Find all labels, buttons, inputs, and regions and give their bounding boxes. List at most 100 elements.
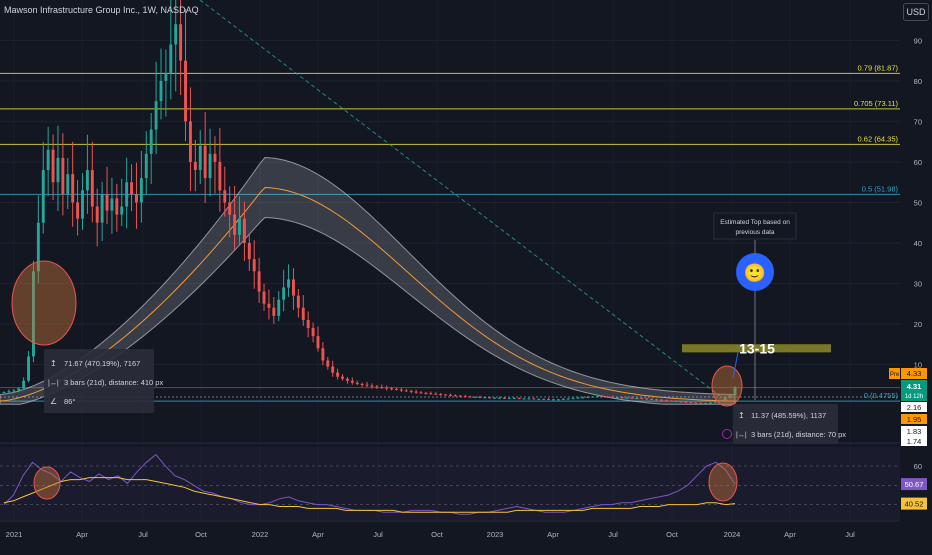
currency-button[interactable]: USD bbox=[903, 3, 929, 21]
candle-body bbox=[95, 206, 99, 223]
candle-body bbox=[483, 397, 487, 399]
candle-body bbox=[507, 398, 511, 400]
candle-body bbox=[193, 161, 197, 171]
rsi-value-label: 40.52 bbox=[905, 500, 924, 509]
candle-body bbox=[365, 384, 369, 386]
rsi-value-tag bbox=[901, 478, 927, 491]
candle-body bbox=[105, 194, 109, 211]
candle-body bbox=[154, 101, 158, 130]
angle-icon: ∠ bbox=[50, 397, 57, 406]
time-axis-bg bbox=[0, 521, 932, 550]
candle-body bbox=[277, 299, 281, 316]
candle-body bbox=[31, 271, 35, 357]
candle-body bbox=[576, 397, 580, 399]
candle-body bbox=[345, 378, 349, 381]
highlight-circle bbox=[11, 260, 77, 346]
candle-body bbox=[694, 402, 698, 404]
candle-body bbox=[208, 153, 212, 179]
candle-body bbox=[301, 307, 305, 320]
candle-body bbox=[316, 336, 320, 349]
pre-tag bbox=[889, 368, 900, 379]
highlight-circle bbox=[711, 365, 743, 407]
candle-body bbox=[586, 396, 590, 398]
time-tick-label: 2023 bbox=[487, 530, 504, 539]
candle-body bbox=[233, 214, 237, 235]
price-tick-label: 90 bbox=[914, 36, 922, 45]
candle-body bbox=[174, 24, 178, 45]
candle-body bbox=[350, 380, 354, 383]
time-tick-label: Jul bbox=[138, 530, 148, 539]
price-tick-label: 40 bbox=[914, 239, 922, 248]
time-tick-label: Jul bbox=[373, 530, 383, 539]
fib-level-label: 0 (0.4755) bbox=[864, 391, 899, 400]
rsi-tick-label: 60 bbox=[914, 462, 922, 471]
time-tick-label: Apr bbox=[784, 530, 796, 539]
candle-body bbox=[395, 388, 398, 390]
price-level-tag bbox=[901, 426, 927, 436]
candle-body bbox=[605, 396, 609, 398]
candle-body bbox=[419, 392, 423, 394]
candle-body bbox=[213, 153, 217, 162]
candle-body bbox=[684, 401, 688, 403]
candle-body bbox=[655, 399, 658, 401]
measure-price: 11.37 (485.59%), 1137 bbox=[751, 411, 826, 420]
candle-body bbox=[390, 388, 394, 390]
candle-body bbox=[645, 398, 649, 400]
candle-body bbox=[385, 387, 389, 389]
candle-body bbox=[51, 149, 55, 183]
candle-body bbox=[512, 398, 516, 400]
candle-body bbox=[689, 402, 693, 404]
pre-tag-label: Pre bbox=[890, 372, 900, 378]
candle-body bbox=[159, 80, 163, 102]
candle-body bbox=[130, 182, 134, 195]
price-tick-label: 80 bbox=[914, 77, 922, 86]
trend-line bbox=[199, 0, 721, 397]
candle-body bbox=[581, 397, 585, 399]
lightning-icon[interactable] bbox=[722, 429, 732, 439]
estimate-text-line: Estimated Top based on bbox=[720, 219, 790, 226]
estimate-callout bbox=[713, 212, 797, 240]
fib-level-label: 0.705 (73.11) bbox=[854, 99, 899, 108]
measure-range: 3 bars (21d), distance: 70 px bbox=[751, 430, 846, 439]
smiley-badge bbox=[736, 253, 774, 291]
candle-body bbox=[360, 383, 364, 385]
candle-body bbox=[184, 60, 187, 122]
price-tick-label: 60 bbox=[914, 158, 922, 167]
candle-body bbox=[247, 242, 251, 260]
price-level-value: 2.16 bbox=[907, 403, 922, 412]
candle-body bbox=[424, 392, 428, 394]
pre-price-label bbox=[901, 368, 927, 379]
estimate-text-line: previous data bbox=[735, 229, 774, 236]
candle-body bbox=[164, 72, 168, 81]
candle-body bbox=[640, 398, 644, 400]
candle-body bbox=[733, 387, 737, 396]
candle-body bbox=[336, 372, 340, 377]
candle-body bbox=[610, 396, 614, 398]
time-tick-label: Oct bbox=[195, 530, 208, 539]
candle-body bbox=[125, 182, 129, 207]
price-axis-bg bbox=[900, 0, 932, 550]
candle-body bbox=[713, 401, 717, 403]
ma-line bbox=[0, 186, 736, 402]
candle-body bbox=[429, 393, 433, 395]
candle-body bbox=[473, 396, 477, 398]
candle-body bbox=[620, 397, 624, 399]
candle-body bbox=[81, 190, 84, 219]
candle-body bbox=[659, 399, 663, 401]
candle-body bbox=[272, 307, 276, 316]
candle-body bbox=[7, 391, 11, 393]
time-tick-label: Apr bbox=[76, 530, 88, 539]
time-tick-label: Oct bbox=[666, 530, 679, 539]
candle-body bbox=[635, 398, 639, 400]
candle-body bbox=[76, 202, 80, 219]
candle-body bbox=[218, 161, 222, 191]
price-tick-label: 50 bbox=[914, 198, 922, 207]
time-tick-label: Apr bbox=[312, 530, 324, 539]
price-level-value: 1.95 bbox=[907, 415, 922, 424]
rsi-highlight-circle bbox=[708, 462, 738, 502]
candle-body bbox=[458, 395, 462, 397]
candle-body bbox=[601, 396, 604, 398]
price-range-icon: ↥ bbox=[738, 411, 745, 420]
target-zone bbox=[682, 344, 831, 353]
